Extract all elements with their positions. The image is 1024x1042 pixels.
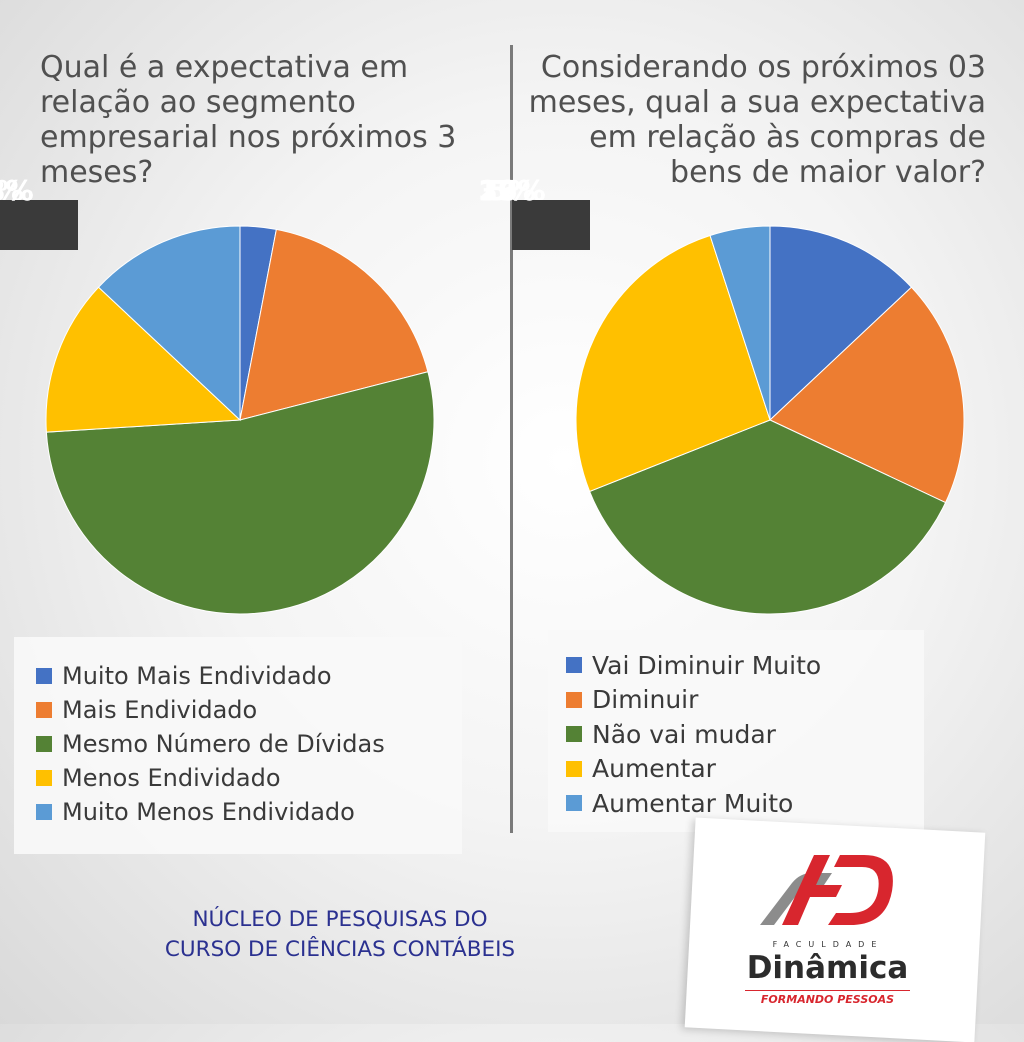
legend-label: Muito Mais Endividado <box>62 662 332 690</box>
pie-label-box <box>0 200 78 250</box>
pie-slice-right-2 <box>588 419 947 615</box>
logo-small-text: FACULDADE <box>772 940 884 949</box>
legend-label: Mesmo Número de Dívidas <box>62 730 385 758</box>
logo-tagline: FORMANDO PESSOAS <box>745 990 910 1006</box>
question-right: Considerando os próximos 03 meses, qual … <box>528 50 986 190</box>
legend-label: Mais Endividado <box>62 696 258 724</box>
pie-slice-left-4 <box>97 225 241 422</box>
legend-label: Aumentar <box>592 754 716 784</box>
footer-line-2: CURSO DE CIÊNCIAS CONTÁBEIS <box>164 937 516 962</box>
legend-left: Muito Mais Endividado Mais Endividado Mesm… <box>14 637 462 854</box>
legend-right: Vai Diminuir Muito Diminuir Não vai mudar A… <box>548 630 924 832</box>
legend-swatch <box>36 804 52 820</box>
legend-swatch <box>566 726 582 743</box>
legend-label: Menos Endividado <box>62 764 281 792</box>
legend-label: Vai Diminuir Muito <box>592 650 822 680</box>
pie-chart-right: 13%19%37%26%5% <box>478 174 965 615</box>
pie-label-right-4: 5% <box>488 174 574 250</box>
pie-label-text: 5% <box>488 174 536 207</box>
legend-label: Diminuir <box>592 685 699 715</box>
pie-slice-left-2 <box>45 371 435 615</box>
legend-label: Não vai mudar <box>592 719 776 749</box>
legend-swatch <box>36 736 52 752</box>
legend-label: Aumentar Muito <box>592 788 794 818</box>
legend-label: Muito Menos Endividado <box>62 798 355 826</box>
legend-item: Mais Endividado <box>14 693 462 727</box>
legend-swatch <box>566 657 582 674</box>
legend-item: Muito Menos Endividado <box>14 795 462 829</box>
legend-item: Vai Diminuir Muito <box>548 648 924 683</box>
legend-item: Menos Endividado <box>14 761 462 795</box>
pie-slice-right-3 <box>575 234 771 493</box>
legend-item: Muito Mais Endividado <box>14 659 462 693</box>
pie-slice-right-0 <box>769 225 913 422</box>
legend-item: Aumentar <box>548 752 924 787</box>
legend-swatch <box>566 691 582 708</box>
legend-item: Mesmo Número de Dívidas <box>14 727 462 761</box>
pie-label-text: 3% <box>0 174 24 207</box>
logo-name: Dinâmica <box>746 950 909 986</box>
legend-swatch <box>566 760 582 777</box>
legend-item: Não vai mudar <box>548 717 924 752</box>
legend-item: Aumentar Muito <box>548 786 924 821</box>
faculdade-dinamica-logo-icon <box>760 855 893 925</box>
pie-chart-left: 3%18%53%13%13% <box>0 174 435 615</box>
legend-swatch <box>566 795 582 812</box>
pie-label-text: 13% <box>0 174 34 207</box>
footer-text: NÚCLEO DE PESQUISAS DO CURSO DE CIÊNCIAS… <box>60 905 620 965</box>
divider <box>510 45 513 833</box>
legend-swatch <box>36 770 52 786</box>
pie-slice-right-1 <box>769 286 965 504</box>
pie-label-box <box>512 200 574 250</box>
pie-slice-left-3 <box>45 286 242 433</box>
question-left: Qual é a expectativa em relação ao segme… <box>40 50 457 190</box>
legend-item: Diminuir <box>548 683 924 718</box>
pie-label-left-4: 13% <box>0 174 78 250</box>
legend-swatch <box>36 702 52 718</box>
footer-line-1: NÚCLEO DE PESQUISAS DO <box>192 907 488 932</box>
legend-swatch <box>36 668 52 684</box>
pie-slice-left-1 <box>239 228 429 421</box>
pie-slice-right-4 <box>709 225 771 421</box>
